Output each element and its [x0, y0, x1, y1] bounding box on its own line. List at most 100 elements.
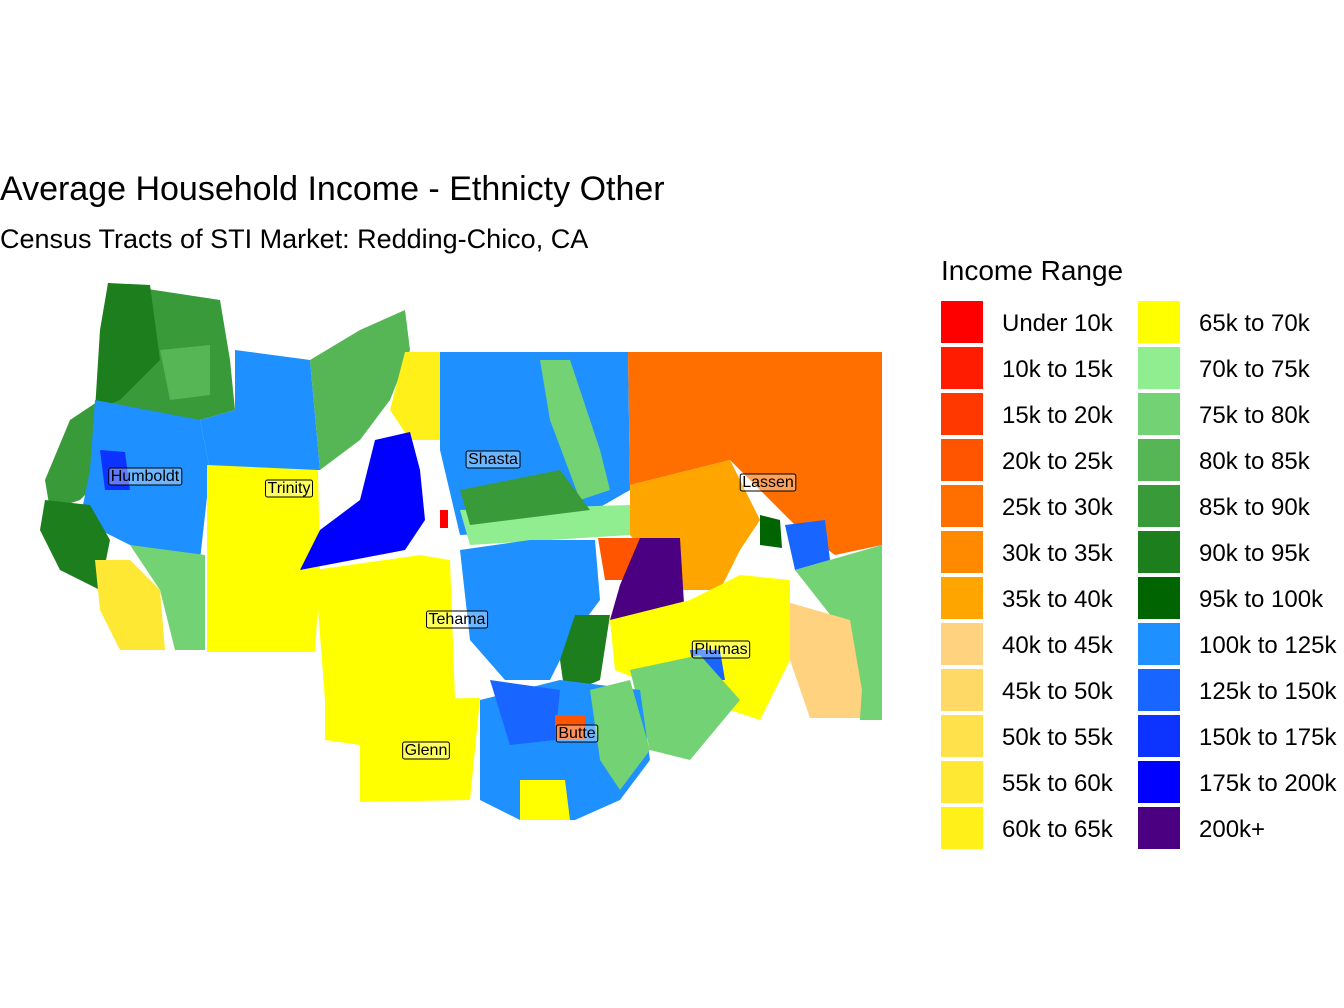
legend-label: 40k to 45k [1002, 632, 1114, 659]
legend-swatch [1138, 807, 1180, 849]
region [130, 545, 205, 650]
county-label-box [426, 610, 489, 629]
region [160, 345, 210, 400]
county-label-text: Shasta [468, 451, 518, 468]
legend-label: 70k to 75k [1199, 356, 1311, 383]
region [630, 655, 740, 760]
legend-label: 80k to 85k [1199, 448, 1311, 475]
county-label: Glenn [402, 741, 450, 760]
legend-label: 175k to 200k [1199, 770, 1337, 797]
legend-swatch [1138, 715, 1180, 757]
county-label-text: Plumas [694, 641, 747, 658]
county-label-text: Glenn [405, 742, 448, 759]
legend-label: 125k to 150k [1199, 678, 1337, 705]
region [315, 555, 455, 700]
county-label: Humboldt [108, 467, 183, 486]
legend-swatch [1138, 393, 1180, 435]
region [460, 470, 590, 525]
legend-label: 75k to 80k [1199, 402, 1311, 429]
region [780, 600, 862, 718]
legend-swatch [1138, 439, 1180, 481]
legend-swatch [941, 531, 983, 573]
region [490, 680, 560, 745]
county-label: Plumas [691, 640, 751, 659]
legend-label: 15k to 20k [1002, 402, 1114, 429]
region [80, 400, 210, 560]
region [100, 450, 130, 490]
legend-label: 50k to 55k [1002, 724, 1114, 751]
legend-label: 65k to 70k [1199, 310, 1311, 337]
legend-swatch [1138, 761, 1180, 803]
region [540, 360, 610, 500]
region [520, 780, 570, 820]
legend-swatch [941, 623, 983, 665]
region [590, 680, 650, 790]
region [760, 515, 782, 548]
county-label-text: Tehama [429, 611, 486, 628]
county-label: Trinity [265, 479, 313, 498]
region [95, 560, 165, 650]
legend-swatch [941, 577, 983, 619]
legend-swatch [941, 669, 983, 711]
legend-swatch [941, 393, 983, 435]
county-label: Butte [555, 724, 599, 743]
legend-swatch [941, 301, 983, 343]
county-label-box [555, 724, 599, 743]
legend-label: Under 10k [1002, 310, 1114, 337]
legend-swatch [941, 439, 983, 481]
legend-swatch [1138, 669, 1180, 711]
region [555, 715, 585, 740]
region [310, 310, 410, 470]
legend-swatch [1138, 623, 1180, 665]
region [795, 545, 882, 720]
legend-label: 100k to 125k [1199, 632, 1337, 659]
county-label-box [739, 473, 797, 492]
county-label-text: Humboldt [111, 468, 180, 485]
legend-label: 150k to 175k [1199, 724, 1337, 751]
county-label-text: Lassen [742, 474, 794, 491]
legend-label: 10k to 15k [1002, 356, 1114, 383]
legend-label: 200k+ [1199, 816, 1265, 843]
county-label: Tehama [426, 610, 489, 629]
county-label-box [108, 467, 183, 486]
legend-title: Income Range [941, 255, 1123, 286]
region [200, 350, 320, 470]
county-label-box [691, 640, 751, 659]
legend-label: 25k to 30k [1002, 494, 1114, 521]
map-subtitle: Census Tracts of STI Market: Redding-Chi… [0, 224, 588, 254]
legend-swatch [1138, 301, 1180, 343]
county-labels: Humboldt Trinity Shasta Lassen Tehama Plumas G… [108, 450, 797, 760]
region [610, 538, 685, 620]
map-title: Average Household Income - Ethnicty Othe… [0, 170, 665, 208]
county-label-box [402, 741, 450, 760]
region [560, 615, 610, 695]
legend-label: 45k to 50k [1002, 678, 1114, 705]
legend-swatch [941, 347, 983, 389]
county-label: Shasta [465, 450, 521, 469]
region [440, 510, 448, 528]
legend-swatch [941, 485, 983, 527]
region [785, 520, 830, 570]
legend-swatch [1138, 347, 1180, 389]
map [40, 283, 882, 820]
legend-label: 55k to 60k [1002, 770, 1114, 797]
legend-label: 35k to 40k [1002, 586, 1114, 613]
region [628, 352, 882, 555]
region [40, 500, 110, 590]
county-label-text: Butte [558, 725, 595, 742]
region [207, 465, 320, 652]
legend-swatch [941, 807, 983, 849]
region [300, 432, 425, 570]
legend-label: 30k to 35k [1002, 540, 1114, 567]
legend-label: 95k to 100k [1199, 586, 1324, 613]
legend-label: 90k to 95k [1199, 540, 1311, 567]
legend-swatch [941, 761, 983, 803]
legend-swatch [1138, 485, 1180, 527]
county-label-text: Trinity [268, 480, 311, 497]
legend-swatch [1138, 577, 1180, 619]
county-label-box [465, 450, 521, 469]
legend-label: 85k to 90k [1199, 494, 1311, 521]
region [95, 283, 160, 410]
legend-label: 60k to 65k [1002, 816, 1114, 843]
